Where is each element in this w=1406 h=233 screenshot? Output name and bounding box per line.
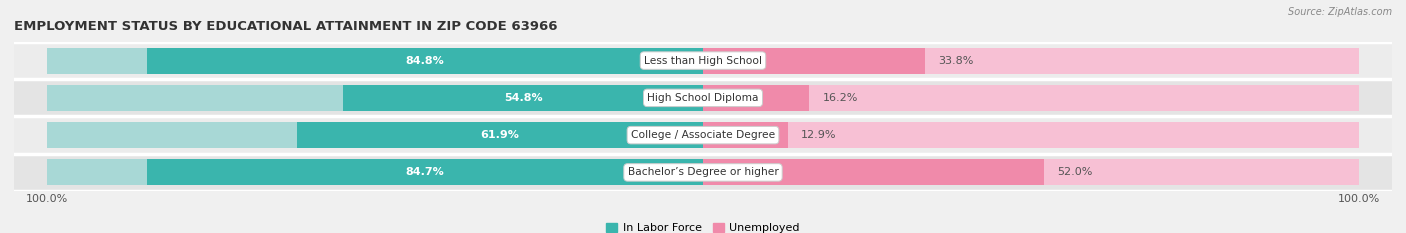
Bar <box>703 122 1360 148</box>
Bar <box>703 159 1360 185</box>
Bar <box>703 48 925 74</box>
Bar <box>14 154 1392 191</box>
Text: EMPLOYMENT STATUS BY EDUCATIONAL ATTAINMENT IN ZIP CODE 63966: EMPLOYMENT STATUS BY EDUCATIONAL ATTAINM… <box>14 20 558 33</box>
Bar <box>14 42 1392 79</box>
Bar <box>703 48 1360 74</box>
Bar <box>146 48 703 74</box>
Text: 16.2%: 16.2% <box>823 93 858 103</box>
Text: 84.7%: 84.7% <box>406 168 444 177</box>
Text: 12.9%: 12.9% <box>801 130 837 140</box>
Text: Less than High School: Less than High School <box>644 56 762 65</box>
Text: 52.0%: 52.0% <box>1057 168 1092 177</box>
Bar <box>703 85 1360 111</box>
Legend: In Labor Force, Unemployed: In Labor Force, Unemployed <box>602 219 804 233</box>
Bar <box>343 85 703 111</box>
Bar <box>703 85 810 111</box>
Bar <box>703 122 787 148</box>
Bar <box>14 116 1392 154</box>
Text: 33.8%: 33.8% <box>938 56 973 65</box>
Text: 54.8%: 54.8% <box>503 93 543 103</box>
Bar <box>46 85 703 111</box>
Bar <box>148 159 703 185</box>
Bar <box>46 48 703 74</box>
Text: 84.8%: 84.8% <box>405 56 444 65</box>
Bar <box>703 159 1045 185</box>
Bar <box>46 159 703 185</box>
Text: College / Associate Degree: College / Associate Degree <box>631 130 775 140</box>
Text: High School Diploma: High School Diploma <box>647 93 759 103</box>
Text: Source: ZipAtlas.com: Source: ZipAtlas.com <box>1288 7 1392 17</box>
Bar <box>14 79 1392 116</box>
Text: 61.9%: 61.9% <box>481 130 519 140</box>
Bar <box>46 122 703 148</box>
Text: Bachelor’s Degree or higher: Bachelor’s Degree or higher <box>627 168 779 177</box>
Bar <box>297 122 703 148</box>
